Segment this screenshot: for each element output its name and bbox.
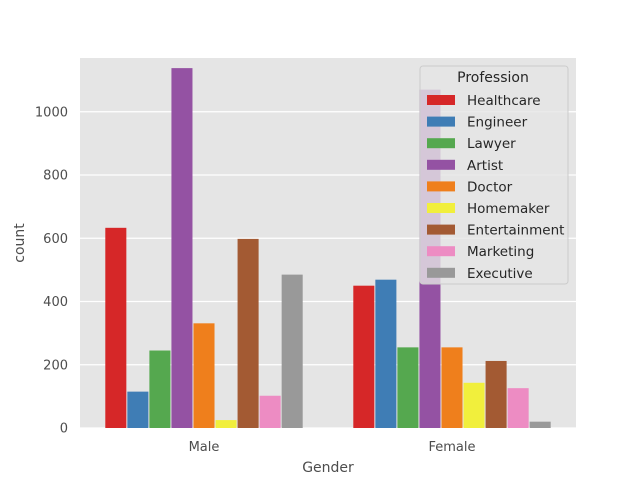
y-tick-label: 800 [43,169,68,184]
legend-label: Doctor [467,179,513,195]
x-tick-labels: Male Female [189,440,476,455]
bar-female-marketing [507,388,529,428]
bar-female-homemaker [463,382,485,428]
legend-swatch-artist [427,159,455,170]
y-tick-labels: 0 200 400 600 800 1000 [35,105,68,436]
bar-female-doctor [441,347,463,428]
y-tick-label: 200 [43,358,68,373]
legend-title: Profession [457,70,529,86]
x-axis-label: Gender [302,460,354,476]
legend-swatch-executive [427,267,455,278]
legend: Profession Healthcare Engineer Lawyer Artis… [419,65,569,285]
legend-swatch-doctor [427,181,455,192]
bar-male-homemaker [215,420,237,428]
bar-female-lawyer [397,347,419,428]
bar-male-engineer [127,391,149,428]
legend-label: Executive [467,266,533,282]
bar-male-artist [171,68,193,428]
legend-swatch-marketing [427,246,455,257]
bars [105,68,551,428]
legend-swatch-entertainment [427,224,455,235]
legend-label: Homemaker [467,201,550,217]
legend-label: Healthcare [467,93,541,109]
legend-label: Entertainment [467,223,564,239]
bar-male-healthcare [105,227,127,428]
bar-male-entertainment [237,238,259,428]
bar-female-healthcare [353,285,375,428]
x-tick-label: Female [428,440,475,455]
legend-box [419,65,569,285]
legend-swatch-homemaker [427,203,455,213]
legend-swatch-engineer [427,116,455,127]
bar-male-doctor [193,323,215,428]
y-tick-label: 1000 [35,105,68,120]
legend-swatch-healthcare [427,95,455,105]
y-tick-label: 400 [43,295,68,310]
legend-swatch-lawyer [427,138,455,149]
y-tick-label: 600 [43,232,68,247]
bar-male-marketing [259,395,281,428]
legend-label: Engineer [467,115,528,131]
legend-label: Marketing [467,244,534,260]
bar-male-lawyer [149,350,171,428]
bar-male-executive [281,274,303,428]
legend-label: Artist [467,158,503,174]
legend-label: Lawyer [467,136,516,152]
bar-female-executive [529,421,551,428]
y-axis-label: count [12,223,28,263]
legend-items: Healthcare Engineer Lawyer Artist Doctor Home… [427,93,564,282]
bar-female-engineer [375,279,397,428]
y-tick-label: 0 [60,422,68,437]
x-tick-label: Male [189,440,220,455]
bar-female-entertainment [485,360,507,428]
